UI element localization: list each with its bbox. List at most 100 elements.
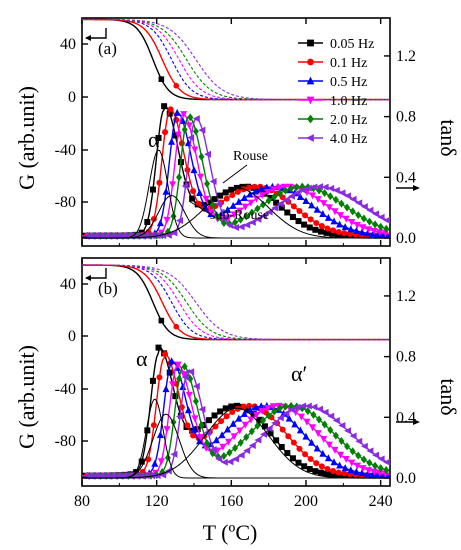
legend-label: 2.0 Hz <box>330 113 367 128</box>
modulus-curve-01Hz <box>82 264 390 341</box>
tan-delta-point-10Hz <box>208 209 216 217</box>
tan-delta-point-05Hz <box>252 403 260 411</box>
tan-delta-point-01Hz <box>251 183 258 190</box>
tan-delta-point-20Hz <box>260 416 267 425</box>
legend-label: 0.1 Hz <box>330 56 367 71</box>
tan-delta-point-40Hz <box>187 368 195 376</box>
legend-label: 0.05 Hz <box>330 37 374 52</box>
tan-delta-point-10Hz <box>337 451 345 459</box>
panel-a-y-tick-label: 40 <box>60 36 76 53</box>
tan-delta-point-40Hz <box>153 472 161 480</box>
tan-delta-point-10Hz <box>230 211 238 219</box>
tan-delta-point-05Hz <box>224 205 232 213</box>
tan-delta-point-01Hz <box>218 418 225 425</box>
tan-delta-point-40Hz <box>148 232 155 240</box>
tan-delta-point-01Hz <box>234 405 241 412</box>
tan-delta-point-05Hz <box>386 471 390 479</box>
tan-delta-point-01Hz <box>285 433 292 440</box>
tan-delta-point-40Hz <box>97 232 105 240</box>
tan-delta-point-01Hz <box>324 465 331 472</box>
x-tick-label: 80 <box>74 493 90 510</box>
panel-a-left-axis-arrow <box>86 28 107 39</box>
tan-delta-point-05Hz <box>224 425 232 433</box>
tan-delta-point-40Hz <box>232 455 239 463</box>
tan-delta-point-005Hz <box>245 406 252 413</box>
tan-delta-point-40Hz <box>360 442 368 450</box>
tan-delta-point-01Hz <box>330 467 337 474</box>
tan-delta-point-20Hz <box>176 173 183 182</box>
tan-delta-point-40Hz <box>181 373 189 381</box>
tan-delta-point-005Hz <box>250 411 257 418</box>
tan-delta-point-20Hz <box>220 219 227 228</box>
tan-delta-point-20Hz <box>360 455 367 464</box>
tan-delta-point-05Hz <box>196 189 204 197</box>
tan-delta-point-40Hz <box>288 192 295 200</box>
modulus-marker <box>173 82 180 89</box>
panel-a-y2-tick-label: 0.0 <box>396 230 416 247</box>
tan-delta-point-05Hz <box>246 406 254 414</box>
tan-delta-point-20Hz <box>248 427 255 436</box>
modulus-curve-005Hz <box>82 264 390 341</box>
tan-delta-point-01Hz <box>156 179 163 186</box>
tan-delta-point-005Hz <box>161 103 168 110</box>
tan-delta-point-10Hz <box>180 371 188 379</box>
tan-delta-point-10Hz <box>197 434 205 442</box>
tan-delta-point-10Hz <box>331 208 339 216</box>
tan-delta-point-05Hz <box>364 469 372 477</box>
tan-delta-point-10Hz <box>342 455 350 463</box>
annotation-alpha: α <box>148 127 160 152</box>
tan-delta-point-40Hz <box>377 213 385 221</box>
tan-delta-point-20Hz <box>372 220 379 229</box>
tan-delta-point-10Hz <box>169 381 177 389</box>
tan-delta-point-10Hz <box>163 216 171 224</box>
tan-delta-point-10Hz <box>191 146 199 154</box>
tan-delta-point-20Hz <box>243 212 250 221</box>
tan-delta-point-005Hz <box>144 219 151 226</box>
legend-marker <box>306 76 315 85</box>
tan-delta-point-20Hz <box>248 208 255 217</box>
tan-delta-point-10Hz <box>320 200 328 208</box>
modulus-marker <box>173 323 180 330</box>
panel-b-y-tick-label: -80 <box>55 433 76 450</box>
tan-delta-point-20Hz <box>232 218 239 227</box>
panel-b-left-axis-arrow <box>86 268 107 279</box>
tan-delta-point-40Hz <box>321 183 329 191</box>
tan-delta-point-01Hz <box>341 230 348 237</box>
tan-delta-point-10Hz <box>236 207 244 215</box>
tan-delta-point-20Hz <box>198 152 205 161</box>
tan-delta-point-01Hz <box>145 456 152 463</box>
modulus-marker <box>158 317 165 324</box>
tan-delta-point-05Hz <box>257 402 265 410</box>
tan-delta-point-20Hz <box>260 200 267 209</box>
panel-b-frame <box>81 257 391 487</box>
legend-marker <box>307 114 314 124</box>
tan-delta-point-005Hz <box>205 199 212 206</box>
tan-delta-point-01Hz <box>223 195 230 202</box>
tan-delta-point-005Hz <box>312 226 319 233</box>
tan-delta-point-40Hz <box>310 403 318 411</box>
tan-delta-point-01Hz <box>223 413 230 420</box>
tan-delta-point-40Hz <box>237 223 245 231</box>
tan-delta-point-10Hz <box>309 424 317 432</box>
tan-delta-point-20Hz <box>332 431 339 440</box>
panel-b-right-axis-arrow-head <box>413 419 420 425</box>
y2-axis-title-panel-b: tanδ <box>436 378 461 415</box>
tan-delta-point-40Hz <box>192 115 200 123</box>
tan-delta-point-005Hz <box>217 408 224 415</box>
x-tick-label: 120 <box>145 493 169 510</box>
tan-delta-point-20Hz <box>215 213 222 222</box>
tan-delta-point-05Hz <box>229 419 237 427</box>
tan-delta-point-40Hz <box>338 189 346 197</box>
tan-delta-point-005Hz <box>317 228 324 235</box>
tan-delta-point-40Hz <box>271 419 279 427</box>
panel-a-y-tick-label: -80 <box>55 194 76 211</box>
tan-delta-point-40Hz <box>372 451 379 459</box>
tan-delta-point-01Hz <box>229 192 236 199</box>
tan-delta-point-01Hz <box>313 460 320 467</box>
tan-delta-point-005Hz <box>166 369 173 376</box>
tan-delta-point-05Hz <box>190 425 198 433</box>
tan-delta-point-05Hz <box>302 432 310 440</box>
tan-delta-point-05Hz <box>235 414 243 422</box>
tan-delta-point-10Hz <box>247 416 255 424</box>
tan-delta-point-20Hz <box>276 404 283 413</box>
